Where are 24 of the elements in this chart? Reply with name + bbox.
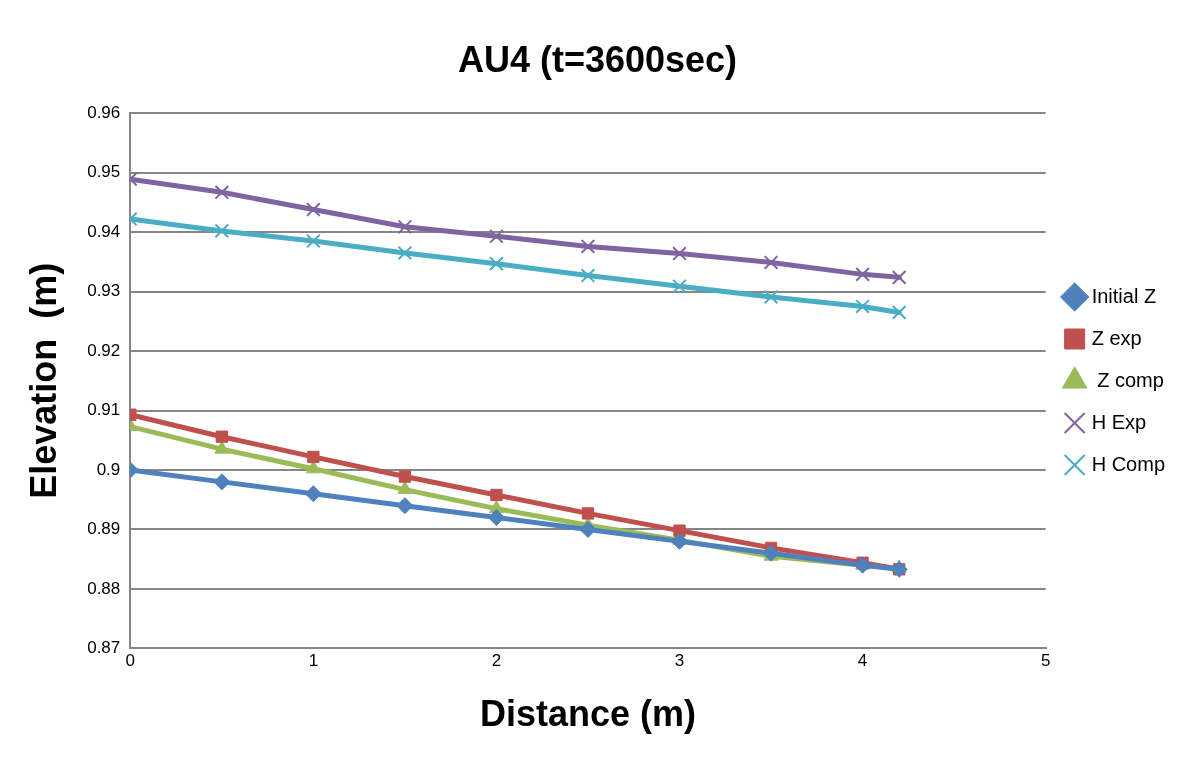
legend-label: H Comp [1091, 452, 1166, 475]
y-tick-label: 0.96 [87, 102, 121, 122]
y-tick-label: 0.89 [87, 519, 121, 539]
x-axis-title: Distance (m) [479, 693, 696, 735]
x-tick-label: 3 [674, 651, 685, 671]
y-tick-label: 0.93 [87, 281, 121, 301]
y-tick-label: 0.91 [87, 400, 121, 420]
y-tick-label: 0.88 [87, 578, 121, 598]
y-tick-label: 0.9 [96, 459, 121, 479]
y-tick-label: 0.92 [87, 340, 121, 360]
legend-label: Z exp [1091, 326, 1142, 349]
x-tick-label: 4 [857, 651, 868, 671]
y-tick-label: 0.87 [87, 638, 121, 658]
y-tick-label: 0.95 [87, 162, 121, 182]
y-axis-title: Elevation (m) [22, 262, 64, 499]
x-tick-label: 0 [125, 651, 136, 671]
y-tick-label: 0.94 [87, 221, 121, 241]
legend-label: Z comp [1091, 368, 1164, 391]
legend-label: H Exp [1091, 410, 1147, 433]
legend-label: Initial Z [1091, 284, 1157, 307]
chart-title: AU4 (t=3600sec) [457, 38, 738, 80]
x-tick-label: 2 [491, 651, 502, 671]
x-tick-label: 1 [308, 651, 319, 671]
x-tick-label: 5 [1040, 651, 1051, 671]
